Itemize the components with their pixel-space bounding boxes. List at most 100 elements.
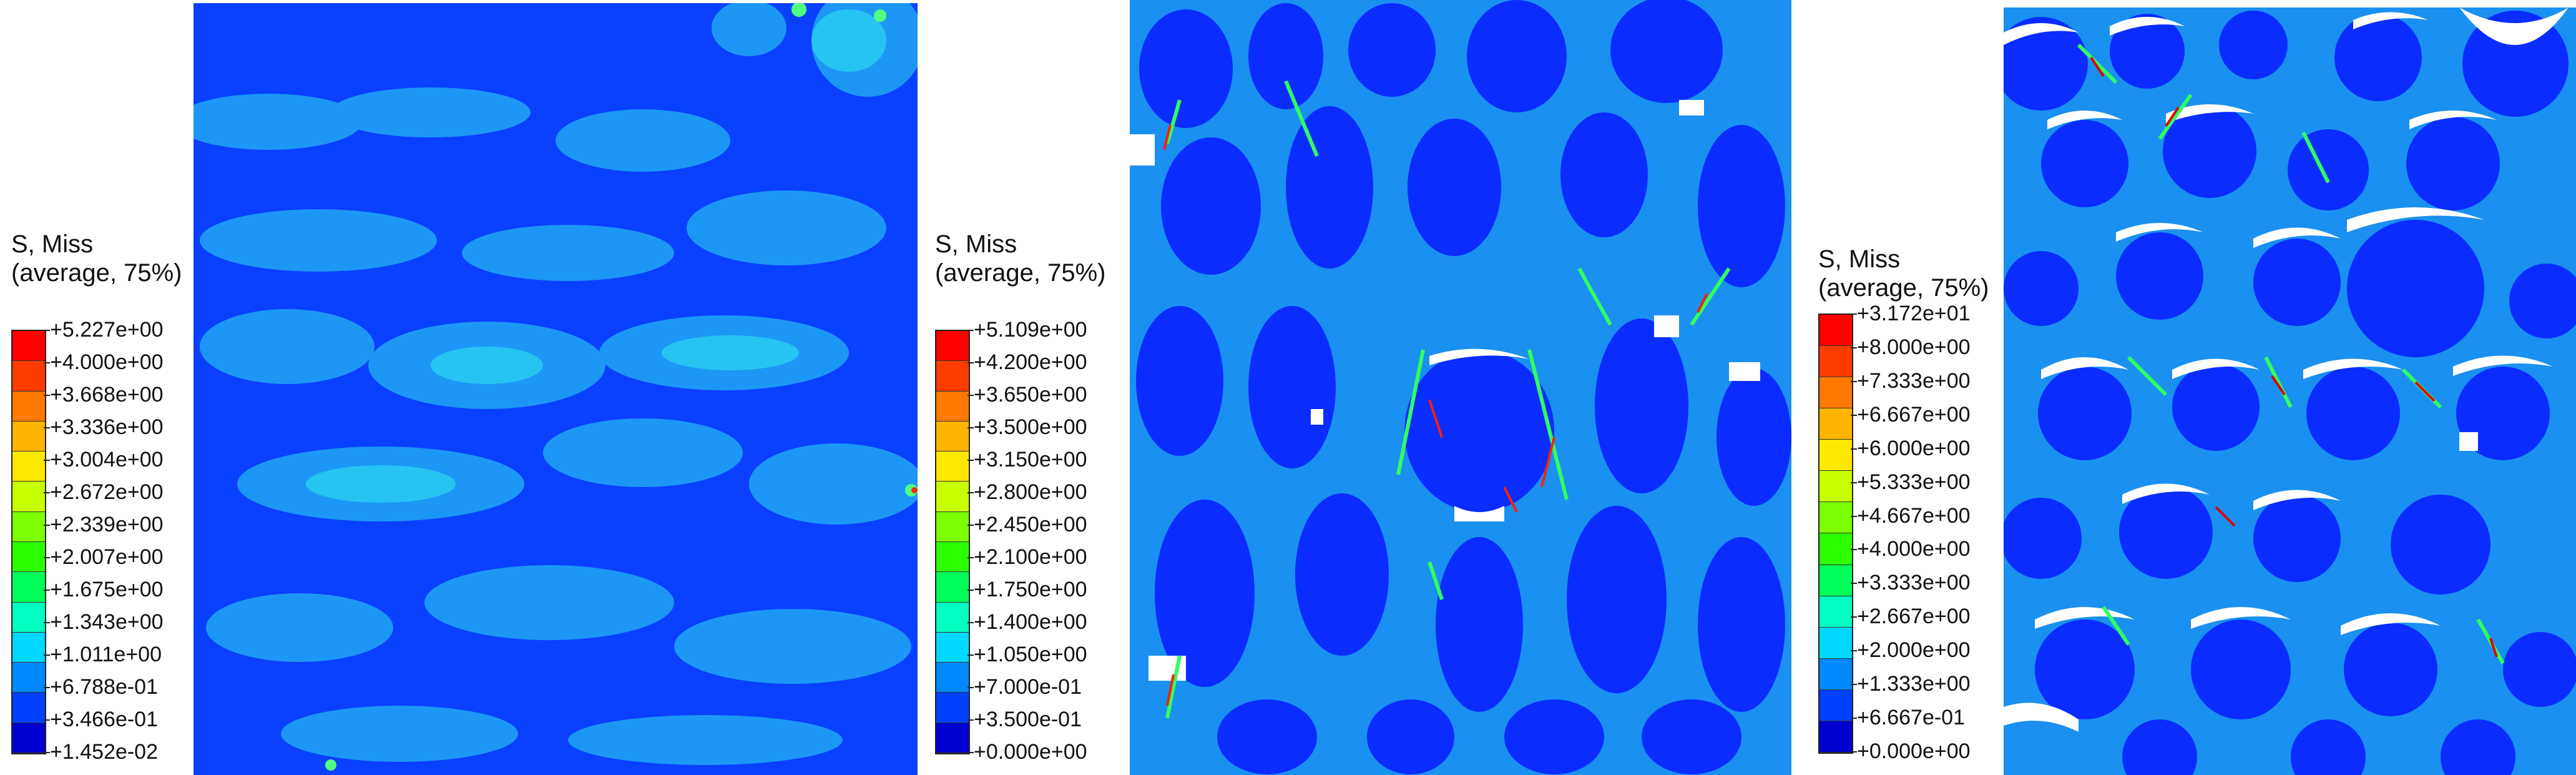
contour-plot-1-graphic [193,3,918,775]
legend-tick [44,687,50,688]
legend-tick [1851,380,1857,382]
legend-tick [1851,481,1857,483]
legend-color-bar [11,330,46,754]
legend-label: +7.000e-01 [974,675,1082,699]
legend-label: +6.788e-01 [50,675,158,699]
legend-swatch [12,452,45,482]
legend-swatch [936,331,969,362]
legend-label: +5.227e+00 [50,318,164,342]
legend-swatch [1819,658,1852,690]
legend-label: +1.452e-02 [50,740,158,764]
legend-title: S, Miss [1818,245,1901,273]
legend-tick [1851,414,1857,416]
legend-swatch [1819,627,1852,659]
legend-label: +3.466e-01 [50,708,158,731]
legend-label: +6.000e+00 [1857,436,1971,460]
legend-swatch [936,391,969,422]
legend-label: +2.339e+00 [50,513,164,536]
legend-swatch [1819,408,1852,440]
legend-tick [967,590,974,591]
legend-tick [967,427,974,428]
legend-tick [44,525,50,526]
legend-swatch [12,511,45,542]
legend-label: +4.000e+00 [1857,537,1971,561]
legend-title: S, Miss [935,230,1017,258]
legend-3: S, Miss (average, 75%) +3.172e+01 +8.000… [1818,245,1989,762]
legend-swatch [1819,471,1852,503]
legend-label: +2.667e+00 [1857,605,1971,629]
legend-subtitle: (average, 75%) [1818,274,1989,302]
legend-tick [967,492,974,493]
legend-swatch [12,481,45,512]
legend-tick [1851,650,1857,652]
legend-tick [44,460,50,461]
legend-label: +4.200e+00 [974,350,1087,374]
legend-swatch [936,572,969,603]
contour-plot-3 [2004,7,2576,775]
legend-swatch [936,452,969,482]
legend-swatch [936,361,969,392]
legend-label: +1.050e+00 [974,643,1087,666]
legend-subtitle: (average, 75%) [11,259,182,287]
legend-label: +1.333e+00 [1857,672,1971,696]
legend-label: +0.000e+00 [1857,739,1971,763]
legend-swatch [936,421,969,452]
legend-label: +1.343e+00 [50,610,164,634]
legend-label: +2.672e+00 [50,480,164,504]
legend-tick [967,460,974,461]
legend-tick [967,687,974,688]
contour-plot-1 [193,3,918,775]
legend-label: +3.668e+00 [50,383,164,407]
legend-tick [1851,347,1857,348]
legend-tick [1851,751,1857,753]
legend-tick [967,395,974,396]
legend-label: +2.007e+00 [50,545,164,569]
legend-label: +6.667e-01 [1857,706,1965,730]
legend-label: +2.100e+00 [974,545,1087,569]
legend-swatch [936,511,969,542]
legend-swatch [1819,689,1852,721]
legend-label: +1.400e+00 [974,610,1087,634]
legend-label: +6.667e+00 [1857,402,1971,427]
legend-label: +3.172e+01 [1857,302,1971,325]
legend-tick [967,362,974,363]
legend-label: +5.333e+00 [1857,470,1971,494]
contour-plot-2-graphic [1130,0,1791,775]
legend-swatch [1819,596,1852,628]
legend-tick [967,557,974,558]
legend-swatch [1819,346,1852,378]
legend-tick [44,557,50,558]
legend-swatch [936,663,969,693]
legend-label: +1.675e+00 [50,578,164,601]
legend-swatch [12,421,45,452]
legend-swatch [936,602,969,633]
legend-tick [967,330,974,331]
legend-tick [44,362,50,363]
legend-label: +3.336e+00 [50,415,164,439]
legend-subtitle: (average, 75%) [935,259,1106,287]
legend-label: +3.650e+00 [974,383,1087,407]
legend-swatch [936,632,969,663]
legend-color-bar [1818,313,1853,754]
contour-plot-3-graphic [2004,7,2576,775]
legend-label: +7.333e+00 [1857,368,1971,393]
legend-2: S, Miss (average, 75%) +5.109e+00 +4.200… [935,230,1106,763]
legend-title: S, Miss [11,230,94,258]
legend-swatch [936,693,969,723]
legend-tick [44,395,50,396]
legend-label: +4.000e+00 [50,350,164,374]
legend-label: +3.150e+00 [974,448,1087,471]
legend-swatch [1819,502,1852,534]
legend-label: +2.000e+00 [1857,638,1971,663]
legend-tick [1851,549,1857,551]
legend-tick [1851,616,1857,618]
legend-tick [967,654,974,656]
legend-tick [1851,718,1857,719]
legend-swatch [12,541,45,573]
legend-label: +1.011e+00 [50,643,162,666]
legend-label: +8.000e+00 [1857,335,1971,359]
legend-swatch [1819,440,1852,471]
legend-label: +3.333e+00 [1857,571,1971,595]
legend-swatch [12,693,45,723]
legend-swatch [936,541,969,573]
